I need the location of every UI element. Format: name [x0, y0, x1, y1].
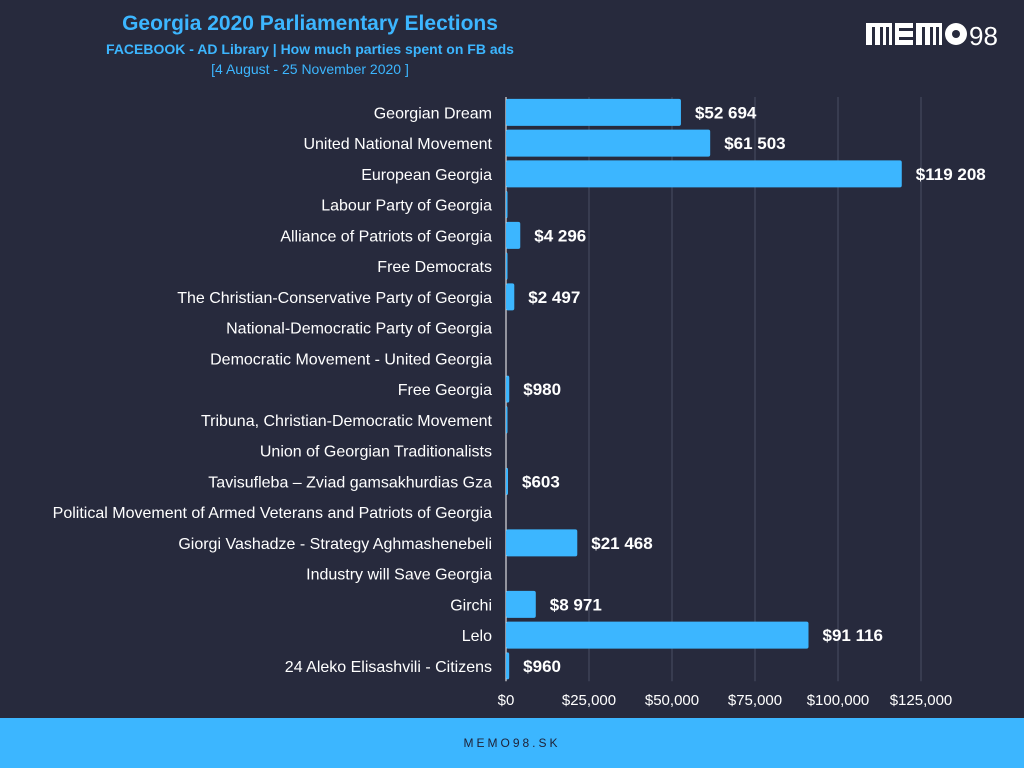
bar [506, 98, 681, 126]
category-label: Political Movement of Armed Veterans and… [53, 505, 492, 522]
chart-subtitle: FACEBOOK - AD Library | How much parties… [106, 41, 514, 57]
category-label: Labour Party of Georgia [321, 198, 492, 215]
footer: MEMO98.SK [0, 718, 1024, 768]
svg-text:98: 98 [969, 22, 998, 48]
bar [506, 283, 515, 311]
bar [506, 652, 510, 680]
bar [506, 252, 508, 280]
data-label: $8 971 [550, 595, 602, 614]
category-label: Democratic Movement - United Georgia [210, 351, 492, 368]
data-label: $980 [523, 380, 561, 399]
category-label: Lelo [462, 628, 492, 645]
category-label: 24 Aleko Elisashvili - Citizens [285, 659, 492, 676]
category-label: Tribuna, Christian-Democratic Movement [201, 413, 493, 430]
bar [506, 590, 536, 618]
data-label: $21 468 [591, 534, 652, 553]
category-label: Free Democrats [377, 259, 492, 276]
footer-text: MEMO98.SK [463, 736, 561, 750]
data-label: $603 [522, 472, 560, 491]
category-label: United National Movement [303, 136, 492, 153]
bar [506, 160, 902, 188]
memo98-logo: 98 [866, 22, 998, 48]
category-label: Union of Georgian Traditionalists [260, 444, 492, 461]
category-label: Free Georgia [398, 382, 492, 399]
category-label: Girchi [450, 597, 492, 614]
data-label: $61 503 [724, 134, 785, 153]
category-label: National-Democratic Party of Georgia [226, 321, 492, 338]
x-tick-label: $100,000 [807, 692, 870, 709]
data-label: $119 208 [916, 165, 986, 184]
category-label: Georgian Dream [374, 105, 492, 122]
data-label: $4 296 [534, 226, 586, 245]
bar [506, 467, 509, 495]
category-label: Alliance of Patriots of Georgia [280, 228, 492, 245]
x-tick-label: $75,000 [728, 692, 782, 709]
x-tick-label: $25,000 [562, 692, 616, 709]
x-tick-label: $125,000 [890, 692, 953, 709]
category-label: European Georgia [361, 167, 492, 184]
bar [506, 375, 510, 403]
date-range: [4 August - 25 November 2020 ] [211, 61, 409, 77]
bar [506, 129, 711, 157]
title-block: Georgia 2020 Parliamentary Elections FAC… [0, 10, 620, 77]
bar [506, 221, 521, 249]
bar [506, 529, 578, 557]
bar [506, 621, 809, 649]
data-label: $91 116 [823, 626, 884, 645]
category-label: The Christian-Conservative Party of Geor… [177, 290, 492, 307]
bar-chart: $0 $25,000 $50,000 $75,000 $100,000 $125,000 G… [53, 97, 986, 709]
x-tick-label: $0 [498, 692, 515, 709]
bar [506, 406, 508, 434]
data-label: $2 497 [528, 288, 580, 307]
bar [506, 191, 508, 219]
category-label: Giorgi Vashadze - Strategy Aghmashenebel… [178, 536, 492, 553]
chart-title: Georgia 2020 Parliamentary Elections [122, 12, 498, 35]
data-label: $52 694 [695, 103, 757, 122]
data-label: $960 [523, 657, 561, 676]
category-label: Tavisufleba – Zviad gamsakhurdias Gza [208, 474, 492, 491]
x-tick-label: $50,000 [645, 692, 699, 709]
category-label: Industry will Save Georgia [306, 567, 492, 584]
